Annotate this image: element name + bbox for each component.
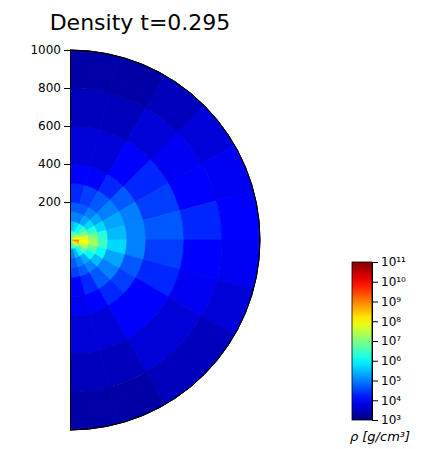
tick-label: 10¹¹	[381, 255, 406, 269]
cell	[88, 233, 98, 240]
tick-label: 10⁵	[381, 374, 401, 388]
cell	[70, 313, 100, 354]
tick-mark	[64, 164, 70, 165]
chart: Density t=0.295 200 400 600 800 1000 10³ 10⁴ 10⁵…	[0, 0, 429, 449]
cell	[217, 191, 260, 240]
cell	[70, 295, 90, 316]
tick-mark	[64, 202, 70, 203]
tick-mark	[372, 341, 378, 342]
cell	[70, 350, 109, 392]
tick: 10⁶	[372, 354, 401, 368]
frame	[70, 50, 260, 430]
tick: 10¹⁰	[372, 275, 406, 289]
tick: 200	[38, 195, 70, 209]
tick-mark	[372, 321, 378, 322]
tick-mark	[372, 262, 378, 263]
cell	[202, 145, 254, 201]
tick-mark	[372, 420, 378, 421]
tick: 800	[38, 81, 70, 95]
tick-mark	[372, 302, 378, 303]
tick-label: 10⁴	[381, 394, 401, 408]
colorbar	[352, 262, 372, 420]
colorbar-axis: 10³ 10⁴ 10⁵ 10⁶ 10⁷ 10⁸ 10⁹ 10¹⁰ 10¹¹	[372, 255, 406, 427]
tick: 10⁵	[372, 374, 401, 388]
tick-mark	[372, 400, 378, 401]
tick: 10⁴	[372, 394, 401, 408]
tick-mark	[64, 50, 70, 51]
tick-mark	[372, 282, 378, 283]
tick: 10¹¹	[372, 255, 406, 269]
y-axis: 200 400 600 800 1000	[30, 43, 70, 430]
tick-label: 10¹⁰	[381, 275, 406, 289]
cell	[125, 220, 146, 240]
cell	[70, 235, 79, 240]
title: Density t=0.295	[50, 10, 231, 35]
tick-label: 800	[38, 81, 61, 95]
tick-label: 10⁷	[381, 334, 401, 348]
cell	[143, 210, 184, 240]
cell	[70, 258, 77, 268]
tick-label: 10⁸	[381, 315, 401, 329]
cell	[107, 225, 127, 240]
tick-label: 10⁶	[381, 354, 401, 368]
tick-label: 400	[38, 157, 61, 171]
cell	[180, 201, 222, 240]
tick-label: 600	[38, 119, 61, 133]
cell	[70, 277, 85, 297]
tick-label: 1000	[30, 43, 61, 57]
tick-label: 10³	[381, 413, 401, 427]
tick: 10³	[372, 413, 401, 427]
tick: 10⁸	[372, 315, 401, 329]
cell	[70, 387, 119, 430]
tick: 400	[38, 157, 70, 171]
colorbar-label: ρ [g/cm³]	[350, 429, 410, 444]
cells	[70, 50, 260, 430]
tick-mark	[64, 126, 70, 127]
plot-area	[70, 50, 260, 430]
cell	[70, 268, 80, 278]
tick: 600	[38, 119, 70, 133]
cell	[98, 230, 108, 240]
tick: 10⁹	[372, 295, 401, 309]
tick-label: 200	[38, 195, 61, 209]
tick-mark	[372, 361, 378, 362]
cell	[109, 372, 165, 424]
axis-line	[70, 51, 71, 431]
tick: 10⁷	[372, 334, 401, 348]
tick-mark	[64, 88, 70, 89]
tick: 1000	[30, 43, 70, 57]
tick-label: 10⁹	[381, 295, 401, 309]
cell	[79, 235, 89, 240]
tick-mark	[372, 381, 378, 382]
